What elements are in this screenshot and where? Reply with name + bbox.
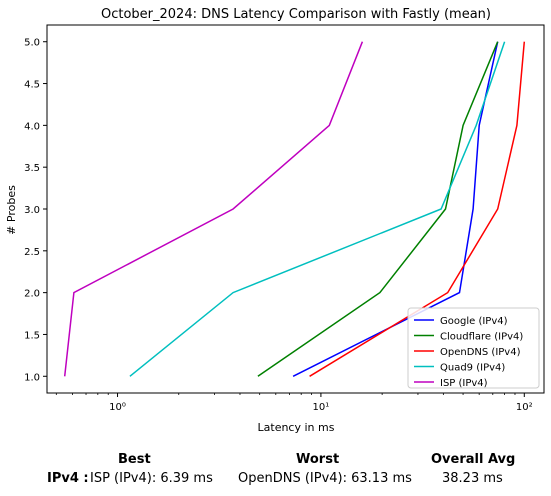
x-tick-label: 10⁰ bbox=[109, 402, 126, 413]
y-tick-label: 1.5 bbox=[24, 330, 40, 341]
legend-box bbox=[407, 307, 540, 389]
y-tick-label: 5.0 bbox=[24, 38, 40, 49]
y-tick-label: 2.0 bbox=[24, 289, 40, 300]
plot-area: 1.0 1.5 2.0 2.5 3.0 3.5 4.0 4.5 5.0 10⁰ 10¹ 10² Goog… bbox=[24, 24, 545, 413]
best-value: ISP (IPv4): 6.39 ms bbox=[90, 471, 213, 486]
legend-label: OpenDNS (IPv4) bbox=[440, 347, 521, 358]
overall-avg-value: 38.23 ms bbox=[442, 471, 503, 486]
overall-avg-header: Overall Avg bbox=[431, 452, 516, 467]
series-line-isp-ipv4 bbox=[63, 41, 364, 377]
legend-label: Google (IPv4) bbox=[440, 316, 508, 327]
y-tick-label: 4.5 bbox=[24, 80, 40, 91]
x-tick-label: 10² bbox=[516, 402, 533, 413]
y-tick-label: 4.0 bbox=[24, 121, 40, 132]
worst-value: OpenDNS (IPv4): 63.13 ms bbox=[238, 471, 412, 486]
series-line-quad9-ipv4 bbox=[129, 41, 506, 377]
y-tick-label: 3.5 bbox=[24, 163, 40, 174]
y-tick-label: 2.5 bbox=[24, 247, 40, 258]
summary-table: Best Worst Overall Avg IPv4 : ISP (IPv4)… bbox=[0, 450, 551, 496]
y-tick-label: 1.0 bbox=[24, 372, 40, 383]
y-tick-label: 3.0 bbox=[24, 205, 40, 216]
chart-title: October_2024: DNS Latency Comparison wit… bbox=[101, 7, 491, 22]
series-line-cloudflare-ipv4 bbox=[257, 41, 499, 377]
latency-chart: October_2024: DNS Latency Comparison wit… bbox=[5, 7, 545, 434]
x-axis-label: Latency in ms bbox=[258, 421, 335, 434]
legend-label: ISP (IPv4) bbox=[440, 378, 488, 389]
legend-label: Quad9 (IPv4) bbox=[440, 363, 505, 374]
legend-label: Cloudflare (IPv4) bbox=[440, 332, 523, 343]
x-tick-label: 10¹ bbox=[313, 402, 330, 413]
ipv4-row-label: IPv4 : bbox=[47, 471, 89, 486]
best-header: Best bbox=[118, 452, 151, 467]
series-line-opendns-ipv4 bbox=[309, 41, 526, 377]
y-axis-label: # Probes bbox=[5, 185, 18, 235]
worst-header: Worst bbox=[296, 452, 340, 467]
